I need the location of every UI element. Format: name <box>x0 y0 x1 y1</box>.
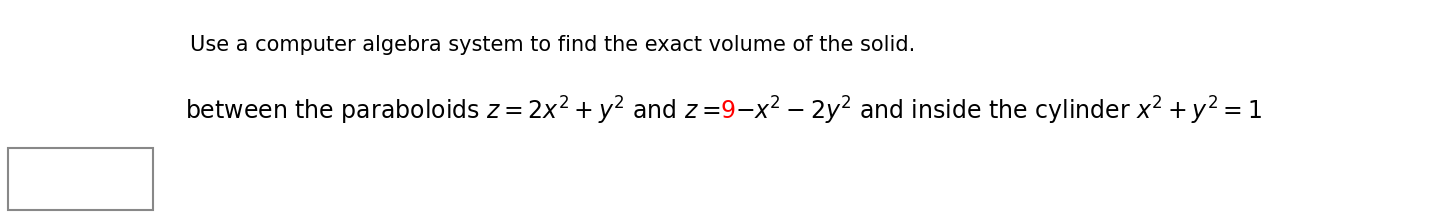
Bar <box>9 148 153 210</box>
Text: Use a computer algebra system to find the exact volume of the solid.: Use a computer algebra system to find th… <box>190 35 915 55</box>
Text: between the paraboloids $z = 2x^2 + y^2$ and $z = $: between the paraboloids $z = 2x^2 + y^2$… <box>185 95 721 127</box>
Text: $ - x^2 - 2y^2$ and inside the cylinder $x^2 + y^2 = 1$: $ - x^2 - 2y^2$ and inside the cylinder … <box>735 95 1262 127</box>
Text: $9$: $9$ <box>721 99 735 123</box>
